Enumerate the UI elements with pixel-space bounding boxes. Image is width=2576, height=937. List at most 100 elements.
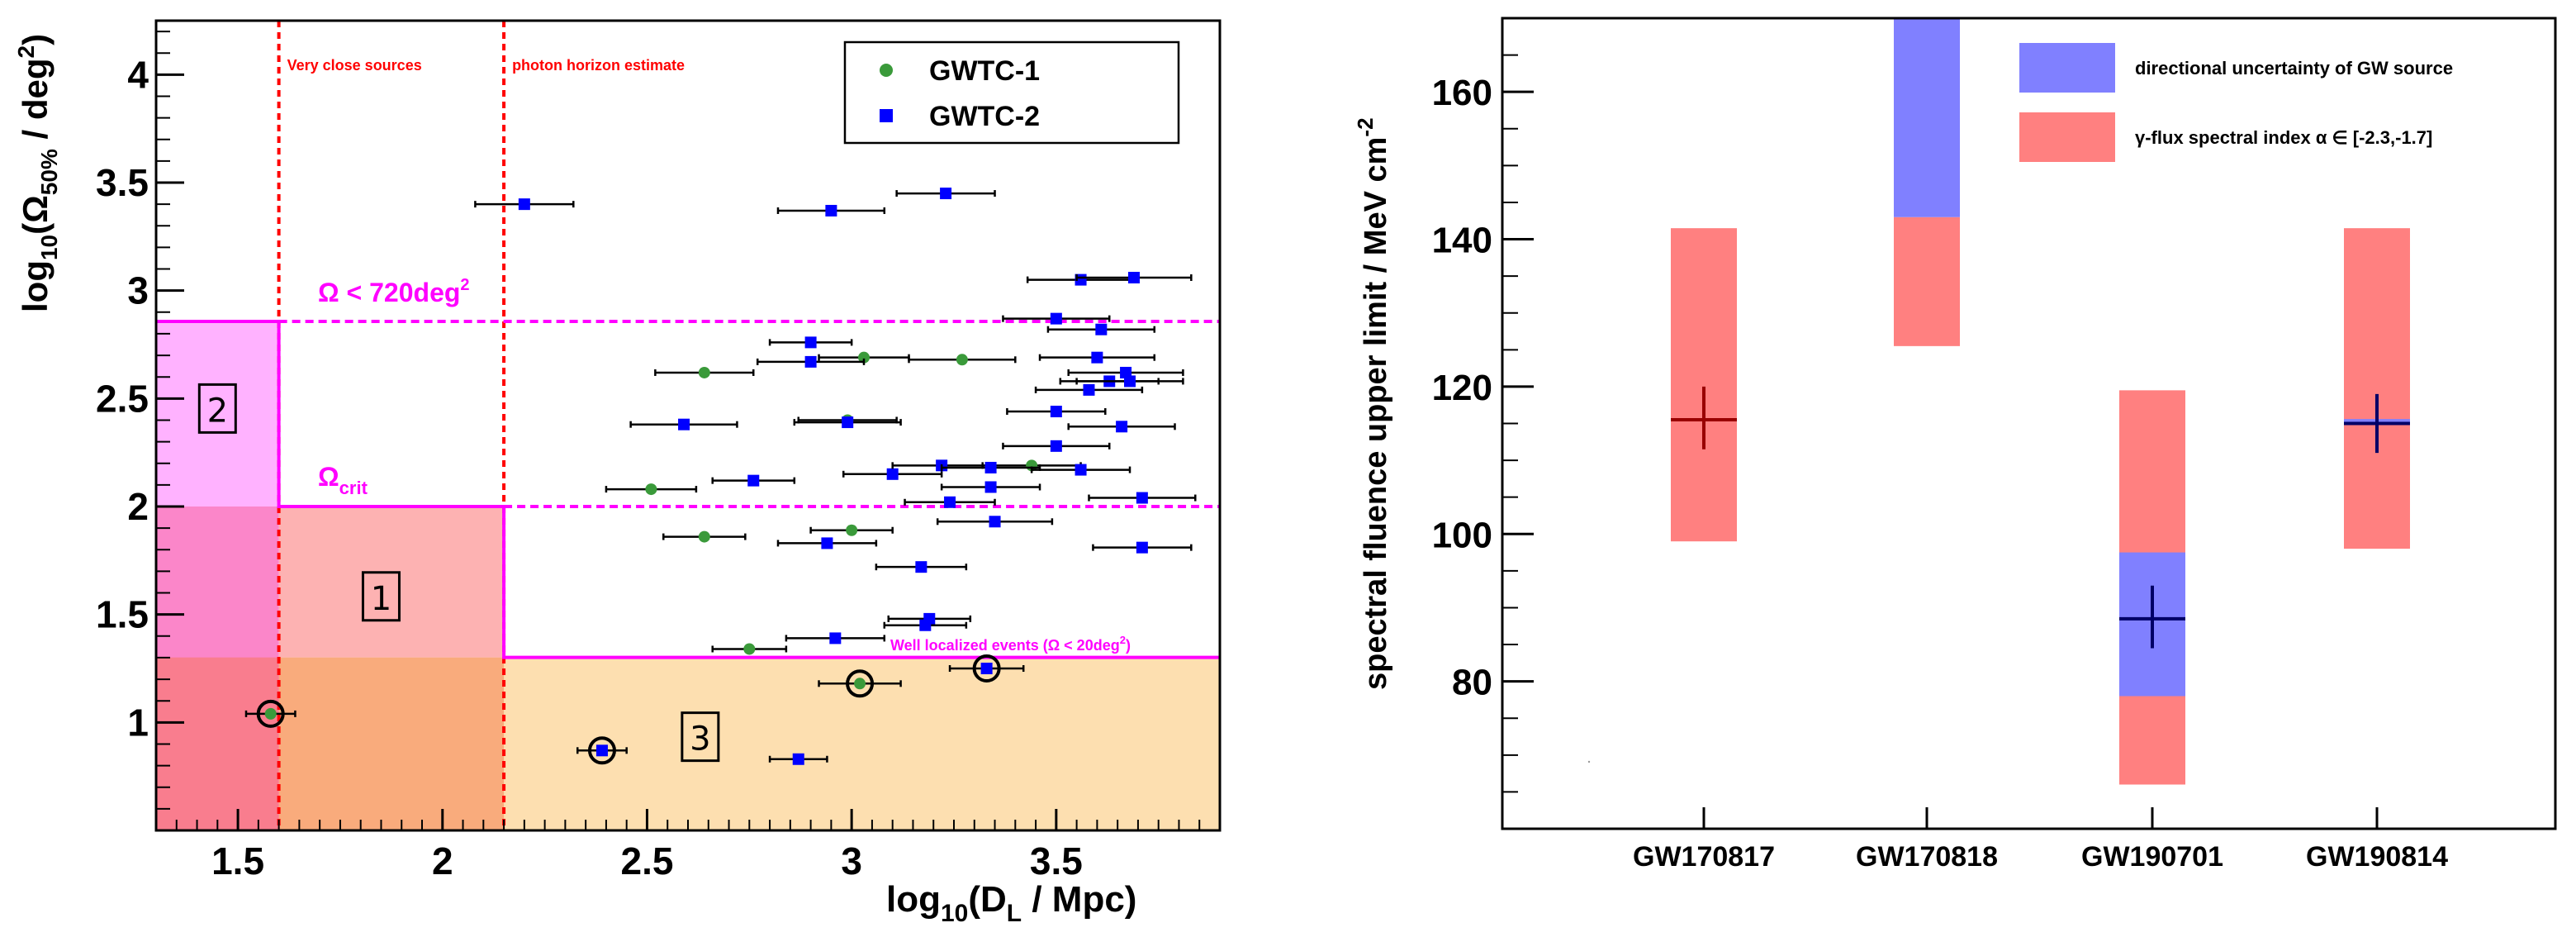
x-axis-label: log10(DL / Mpc)	[886, 879, 1136, 927]
gwtc1-point	[956, 354, 968, 366]
gwtc2-point	[1091, 351, 1103, 364]
data-points	[244, 188, 1197, 765]
region-box-1	[361, 571, 401, 622]
gwtc2-point	[804, 355, 817, 368]
directional-uncertainty-bar	[1894, 18, 1960, 217]
legend-label: GWTC-1	[929, 55, 1040, 87]
gwtc2-point	[1075, 464, 1087, 476]
region-label-2: 2	[207, 392, 228, 430]
stray-dot	[1587, 760, 1591, 763]
x-tick-label: 1.5	[211, 839, 264, 882]
gwtc2-point	[1136, 541, 1148, 554]
gwtc1-point	[854, 678, 866, 690]
gwtc2-point	[984, 461, 997, 473]
central-estimates	[1671, 386, 2410, 649]
y-tick-label: 140	[1432, 221, 1492, 261]
gwtc2-point	[919, 619, 932, 631]
gwtc1-point	[645, 483, 657, 496]
gwtc2-point	[825, 204, 837, 216]
gwtc2-point	[944, 496, 956, 508]
gwtc2-point	[886, 468, 899, 480]
x-tick-label: 2	[432, 839, 453, 882]
left-chart: Very close sources photon horizon estimat…	[13, 19, 1222, 927]
gwtc2-point	[940, 188, 952, 200]
legend: directional uncertainty of GW source γ-fl…	[2019, 43, 2453, 162]
y-axis-label: log10(Ω50% / deg2)	[13, 34, 62, 312]
legend: GWTC-1 GWTC-2	[843, 40, 1180, 145]
gwtc2-point	[842, 416, 854, 429]
gwtc2-point	[984, 481, 997, 493]
y-tick-label: 2	[127, 485, 149, 528]
region-all-overlap	[156, 657, 279, 830]
gwtc2-point	[1116, 421, 1128, 433]
gwtc2-point	[1120, 366, 1132, 378]
x-category-label: GW190701	[2081, 841, 2223, 873]
legend-box	[843, 40, 1180, 145]
gwtc2-point	[1050, 406, 1062, 418]
y-tick-label: 160	[1432, 73, 1492, 113]
gwtc2-point	[989, 516, 1001, 528]
annotations: Very close sources photon horizon estimat…	[197, 57, 1131, 763]
gwtc1-point	[858, 351, 871, 364]
y-tick-label: 3.5	[96, 161, 149, 204]
x-category-label: GW170818	[1856, 841, 1998, 873]
region-box-2	[197, 383, 237, 434]
y-tick-label: 3	[127, 269, 149, 312]
spectral-index-bar	[2344, 228, 2410, 549]
legend-label: GWTC-2	[929, 101, 1040, 132]
highlight-circle	[846, 669, 875, 698]
gwtc2-point	[792, 753, 804, 765]
y-tick-label: 4	[127, 53, 149, 96]
gwtc2-point	[1136, 492, 1148, 504]
right-chart: directional uncertainty of GW source γ-fl…	[1353, 17, 2557, 873]
gwtc2-point	[678, 418, 690, 430]
region-boundary	[156, 320, 1220, 659]
gwtc2-point	[829, 632, 842, 644]
gwtc2-point	[1083, 383, 1095, 396]
gwtc2-point	[1127, 271, 1140, 283]
axes: 80 100 120 140 160 GW170817 GW170818 GW190701 GW…	[1432, 17, 2448, 873]
gwtc1-point	[698, 530, 710, 543]
x-category-label: GW190814	[2306, 841, 2448, 873]
gwtc2-point	[1050, 312, 1062, 325]
very-close-label: Very close sources	[287, 57, 422, 74]
legend-swatch	[2019, 43, 2115, 93]
region-box-3	[681, 711, 720, 763]
highlight-circle	[972, 654, 1001, 683]
legend-swatch	[2019, 112, 2115, 162]
axes: 1.5 2 2.5 3 3.5 1 1.5 2 2.5 3 3.5 4	[96, 31, 1221, 882]
legend-marker-square	[880, 109, 893, 122]
plot-frame	[154, 19, 1222, 832]
spectral-index-bar	[1671, 228, 1737, 542]
photon-horizon-label: photon horizon estimate	[512, 57, 685, 74]
gwtc1-point	[743, 643, 756, 655]
legend-marker-circle	[880, 64, 893, 77]
highlight-circle	[256, 699, 285, 728]
gwtc1-point	[264, 707, 277, 720]
gwtc2-point	[518, 198, 530, 211]
legend-label: directional uncertainty of GW source	[2135, 58, 2453, 78]
gwtc2-point	[821, 537, 833, 549]
y-tick-label: 100	[1432, 515, 1492, 555]
threshold-lines	[156, 21, 1220, 830]
y-tick-label: 120	[1432, 368, 1492, 408]
gwtc2-point	[915, 561, 927, 573]
legend-label: γ-flux spectral index α ∈ [-2.3,-1.7]	[2135, 127, 2432, 148]
x-tick-label: 3	[841, 839, 862, 882]
y-tick-label: 1	[127, 701, 149, 744]
y-tick-label: 80	[1452, 663, 1492, 703]
gwtc1-point	[846, 524, 858, 536]
region-1-fill	[278, 507, 505, 658]
y-axis-label: spectral fluence upper limit / MeV cm-2	[1353, 117, 1393, 690]
gwtc2-point	[747, 474, 760, 487]
gwtc2-point	[804, 336, 817, 349]
spectral-index-bar	[1894, 216, 1960, 346]
plot-frame	[1501, 17, 2557, 830]
y-tick-label: 2.5	[96, 377, 149, 420]
omega-crit-label: Ωcrit	[318, 462, 368, 498]
gwtc2-point	[980, 663, 993, 674]
gwtc2-point	[1050, 440, 1062, 452]
gwtc1-point	[698, 366, 710, 378]
region-label-1: 1	[371, 580, 391, 618]
